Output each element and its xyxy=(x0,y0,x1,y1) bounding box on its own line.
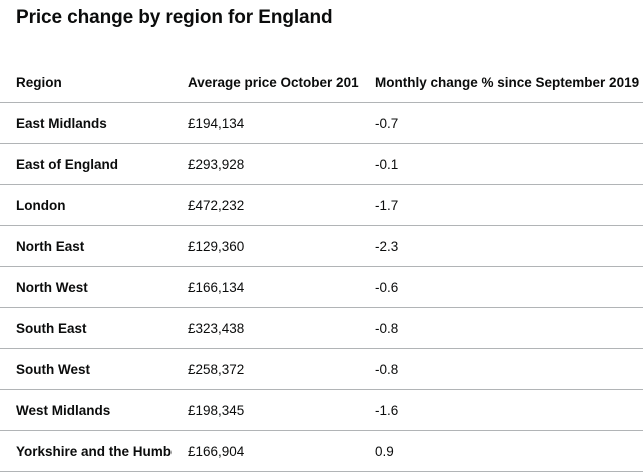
table-row: West Midlands £198,345 -1.6 xyxy=(0,389,643,431)
region-name: North East xyxy=(0,225,172,267)
monthly-change: -2.3 xyxy=(359,225,643,267)
average-price: £166,904 xyxy=(172,430,359,472)
region-name: Yorkshire and the Humber xyxy=(0,430,172,472)
table-header-row: Region Average price October 2019 Monthl… xyxy=(0,62,643,103)
average-price: £258,372 xyxy=(172,348,359,390)
monthly-change: -1.7 xyxy=(359,184,643,226)
monthly-change: -1.6 xyxy=(359,389,643,431)
monthly-change: -0.1 xyxy=(359,143,643,185)
region-name: East of England xyxy=(0,143,172,185)
table-row: Yorkshire and the Humber £166,904 0.9 xyxy=(0,430,643,472)
region-name: East Midlands xyxy=(0,102,172,144)
header-monthly-change: Monthly change % since September 2019 xyxy=(359,62,643,103)
region-name: South East xyxy=(0,307,172,349)
table-row: South West £258,372 -0.8 xyxy=(0,348,643,390)
average-price: £166,134 xyxy=(172,266,359,308)
region-name: West Midlands xyxy=(0,389,172,431)
table-row: South East £323,438 -0.8 xyxy=(0,307,643,349)
monthly-change: -0.8 xyxy=(359,348,643,390)
header-average-price: Average price October 2019 xyxy=(172,62,359,103)
monthly-change: -0.7 xyxy=(359,102,643,144)
average-price: £293,928 xyxy=(172,143,359,185)
region-name: North West xyxy=(0,266,172,308)
monthly-change: 0.9 xyxy=(359,430,643,472)
page-title: Price change by region for England xyxy=(16,7,333,28)
monthly-change: -0.8 xyxy=(359,307,643,349)
table-row: East Midlands £194,134 -0.7 xyxy=(0,102,643,144)
table-row: North East £129,360 -2.3 xyxy=(0,225,643,267)
table-row: East of England £293,928 -0.1 xyxy=(0,143,643,185)
monthly-change: -0.6 xyxy=(359,266,643,308)
average-price: £323,438 xyxy=(172,307,359,349)
average-price: £194,134 xyxy=(172,102,359,144)
average-price: £198,345 xyxy=(172,389,359,431)
header-region: Region xyxy=(0,62,172,103)
average-price: £472,232 xyxy=(172,184,359,226)
table-row: London £472,232 -1.7 xyxy=(0,184,643,226)
region-name: London xyxy=(0,184,172,226)
region-name: South West xyxy=(0,348,172,390)
region-price-table: Region Average price October 2019 Monthl… xyxy=(0,62,643,472)
average-price: £129,360 xyxy=(172,225,359,267)
table-row: North West £166,134 -0.6 xyxy=(0,266,643,308)
